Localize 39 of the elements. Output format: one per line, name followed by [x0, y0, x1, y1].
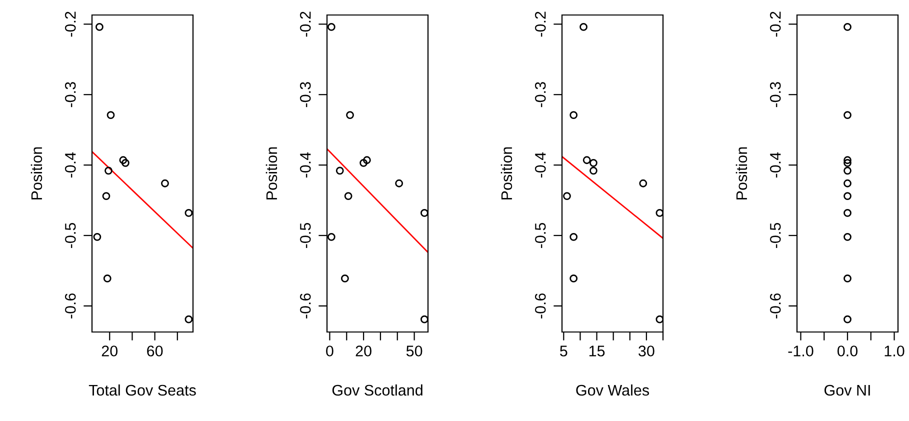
y-tick-label: -0.3: [534, 82, 546, 108]
x-tick-label: 20: [102, 346, 118, 356]
y-tick-label: -0.5: [770, 222, 781, 248]
y-tick-label: -0.2: [300, 12, 311, 37]
x-axis-title: Total Gov Seats: [88, 384, 196, 396]
y-axis-title: Position: [30, 147, 42, 200]
y-tick-label: -0.4: [770, 152, 781, 178]
x-axis-title: Gov Wales: [576, 384, 650, 396]
x-tick-label: 1.0: [884, 346, 904, 356]
y-tick-label: -0.3: [64, 82, 76, 108]
y-tick-label: -0.2: [64, 12, 76, 37]
x-axis-title: Gov NI: [824, 384, 870, 396]
x-tick-label: 60: [147, 346, 163, 356]
y-tick-label: -0.3: [300, 82, 311, 108]
y-tick-label: -0.4: [300, 152, 311, 178]
x-tick-label: 15: [589, 346, 605, 356]
x-tick-label: -1.0: [788, 346, 814, 356]
y-tick-label: -0.6: [534, 293, 546, 318]
y-tick-label: -0.6: [300, 293, 311, 318]
y-tick-label: -0.6: [770, 293, 781, 318]
x-tick-label: 20: [356, 346, 372, 356]
y-tick-label: -0.2: [534, 12, 546, 37]
x-tick-label: 0.0: [837, 346, 858, 356]
y-tick-label: -0.5: [300, 222, 311, 248]
y-tick-label: -0.3: [770, 82, 781, 108]
y-tick-label: -0.4: [64, 152, 76, 178]
y-tick-label: -0.2: [770, 12, 781, 37]
y-axis-title: Position: [500, 147, 512, 200]
x-tick-label: 30: [638, 346, 654, 356]
y-tick-label: -0.5: [534, 222, 546, 248]
y-tick-label: -0.6: [64, 293, 76, 318]
y-tick-label: -0.5: [64, 222, 76, 248]
x-tick-label: 50: [406, 346, 422, 356]
y-axis-title: Position: [736, 147, 748, 200]
y-tick-label: -0.4: [534, 152, 546, 178]
x-axis-title: Gov Scotland: [332, 384, 422, 396]
y-axis-title: Position: [266, 147, 278, 200]
x-tick-label: 0: [326, 346, 334, 356]
x-tick-label: 5: [560, 346, 568, 356]
